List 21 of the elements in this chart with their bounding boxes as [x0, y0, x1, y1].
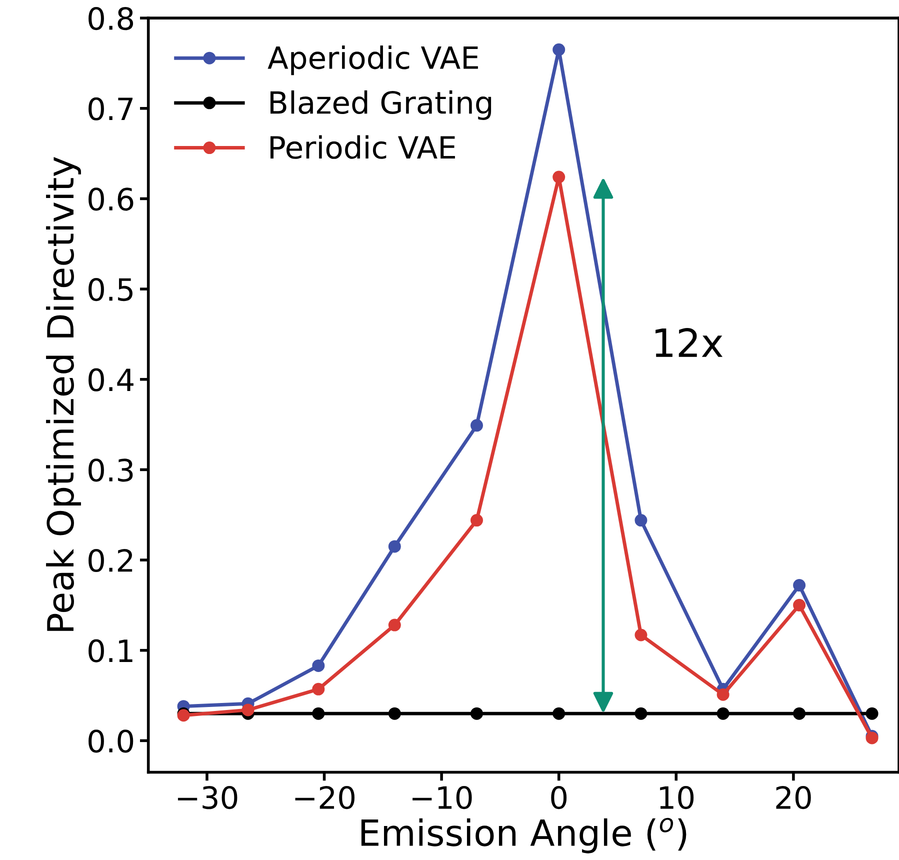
x-tick-label: −20: [295, 786, 354, 810]
y-tick-label: 0.2: [88, 548, 132, 572]
x-tick-label: 10: [660, 786, 694, 810]
y-tick-label: 0.0: [88, 730, 134, 753]
y-tick-label: 0.1: [88, 639, 132, 662]
annotation: 12x: [656, 328, 723, 357]
y-tick-label: 0.5: [88, 278, 132, 302]
y-tick-label: 0.8: [88, 6, 134, 30]
y-tick-label: 0.4: [88, 368, 134, 392]
x-axis-title: Emission Angle ($^{o}$): [361, 818, 686, 854]
legend-label: Aperiodic VAE: [268, 46, 478, 76]
legend-label: Blazed Grating: [270, 90, 492, 120]
x-tick-label: 20: [776, 786, 811, 810]
x-tick-label: −10: [412, 786, 472, 810]
x-tick-label: 0: [551, 786, 567, 810]
legend-label: Periodic VAE: [270, 135, 455, 159]
y-tick-label: 0.3: [88, 458, 133, 482]
y-axis-title: Peak Optimized Directivity: [46, 156, 81, 631]
x-tick-label: −30: [178, 786, 238, 810]
y-tick-label: 0.6: [88, 188, 134, 211]
y-tick-label: 0.7: [88, 97, 133, 120]
